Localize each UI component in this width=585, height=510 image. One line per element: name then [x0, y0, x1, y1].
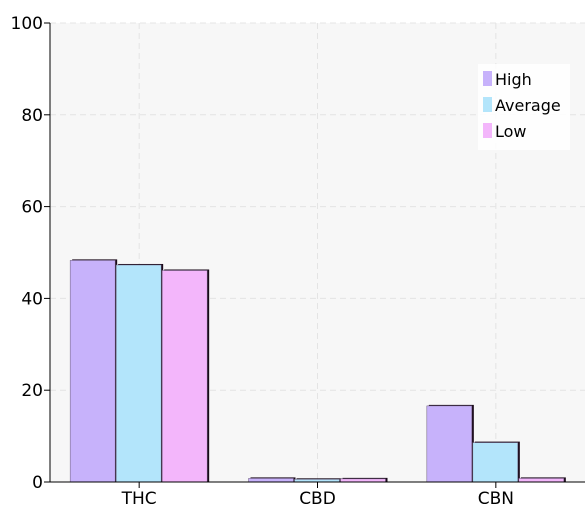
x-tick-label: CBN [478, 489, 514, 505]
x-tick-label: THC [121, 489, 157, 505]
x-tick-label: CBD [299, 489, 336, 505]
bar-average-thc [115, 264, 162, 483]
legend-background [478, 64, 570, 150]
legend-swatch-high [483, 71, 492, 86]
y-tick-label: 100 [11, 14, 43, 34]
legend-swatch-average [483, 97, 492, 112]
bars [69, 259, 566, 483]
bar-high-cbd [248, 478, 294, 483]
y-axis-ticks: 0 20 40 60 80 100 [11, 14, 50, 493]
bar-high-cbn [426, 405, 473, 483]
x-axis-ticks: THC CBD CBN [121, 482, 514, 509]
bar-average-cbn [472, 442, 519, 483]
legend-swatch-low [483, 123, 492, 138]
bar-high-thc [69, 260, 116, 483]
y-tick-label: 40 [21, 289, 43, 309]
legend-label-high: High [495, 70, 532, 89]
bar-low-thc [161, 270, 208, 483]
y-tick-label: 80 [21, 106, 43, 126]
y-tick-label: 0 [32, 473, 43, 493]
legend-label-low: Low [495, 122, 527, 141]
bar-low-cbn [518, 478, 565, 483]
legend-label-average: Average [495, 96, 561, 115]
y-tick-label: 60 [21, 198, 43, 218]
y-tick-label: 20 [21, 381, 43, 401]
legend: High Average Low [478, 64, 570, 150]
